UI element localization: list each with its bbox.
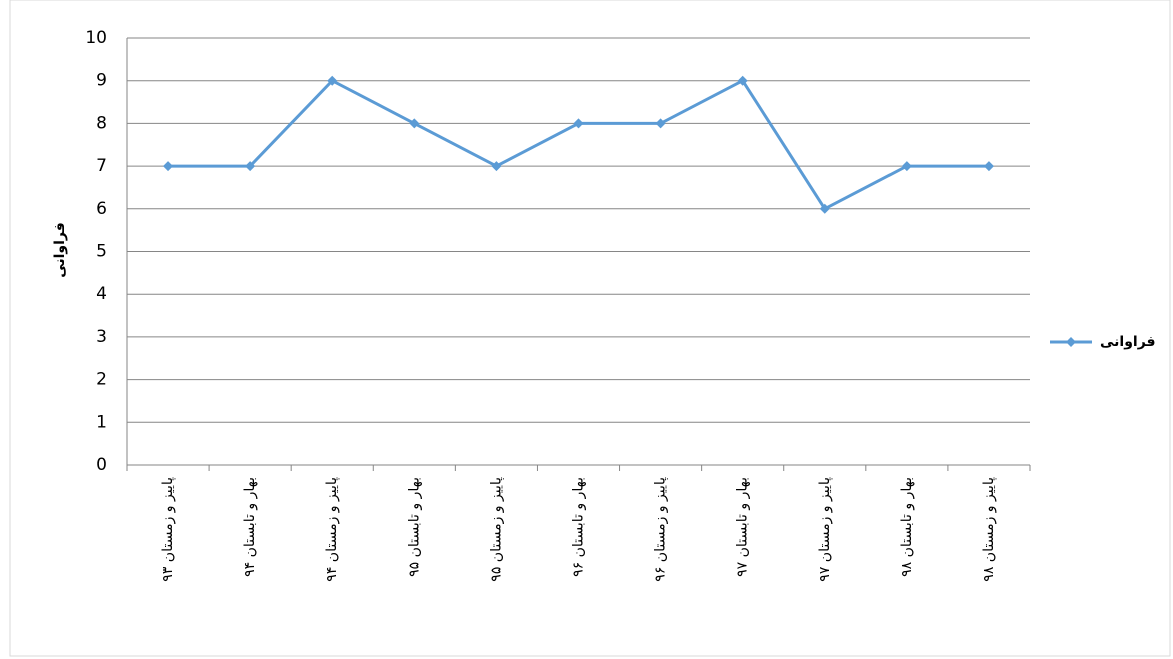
marker <box>491 161 502 172</box>
marker <box>163 161 174 172</box>
y-tick-label: 10 <box>85 28 107 48</box>
marker <box>573 118 584 129</box>
y-tick-label: 9 <box>96 71 107 91</box>
marker <box>409 118 420 129</box>
marker <box>983 161 994 172</box>
y-tick-label: 0 <box>96 455 107 475</box>
x-tick-label: پاییز و زمستان ۹۷ <box>817 477 833 582</box>
y-tick-label: 3 <box>96 327 107 347</box>
marker <box>819 203 830 214</box>
marker <box>901 161 912 172</box>
x-tick-label: بهار و تابستان ۹۷ <box>735 477 751 577</box>
x-tick-label: بهار و تابستان ۹۶ <box>571 477 587 577</box>
y-tick-label: 7 <box>96 156 107 176</box>
marker <box>327 75 338 86</box>
x-tick-label: پاییز و زمستان ۹۵ <box>488 477 504 582</box>
marker <box>737 75 748 86</box>
y-axis-title: فراوانی <box>52 222 68 278</box>
y-tick-label: 4 <box>96 284 107 304</box>
x-tick-label: پاییز و زمستان ۹۸ <box>981 477 997 582</box>
x-tick-label: بهار و تابستان ۹۴ <box>242 477 258 577</box>
marker <box>245 161 256 172</box>
x-tick-label: پاییز و زمستان ۹۶ <box>653 477 669 582</box>
y-tick-label: 1 <box>96 412 107 432</box>
x-tick-label: پاییز و زمستان ۹۴ <box>324 477 340 582</box>
y-tick-label: 5 <box>96 242 107 262</box>
x-tick-label: بهار و تابستان ۹۸ <box>899 477 915 577</box>
y-tick-label: 6 <box>96 199 107 219</box>
legend-label: فراوانی <box>1100 334 1156 350</box>
legend-marker <box>1066 337 1076 347</box>
y-tick-label: 8 <box>96 113 107 133</box>
x-tick-label: پاییز و زمستان ۹۳ <box>160 477 176 582</box>
chart-frame <box>9 0 1171 657</box>
x-tick-label: بهار و تابستان ۹۵ <box>406 477 422 577</box>
marker <box>655 118 666 129</box>
y-tick-label: 2 <box>96 370 107 390</box>
line <box>168 78 989 211</box>
